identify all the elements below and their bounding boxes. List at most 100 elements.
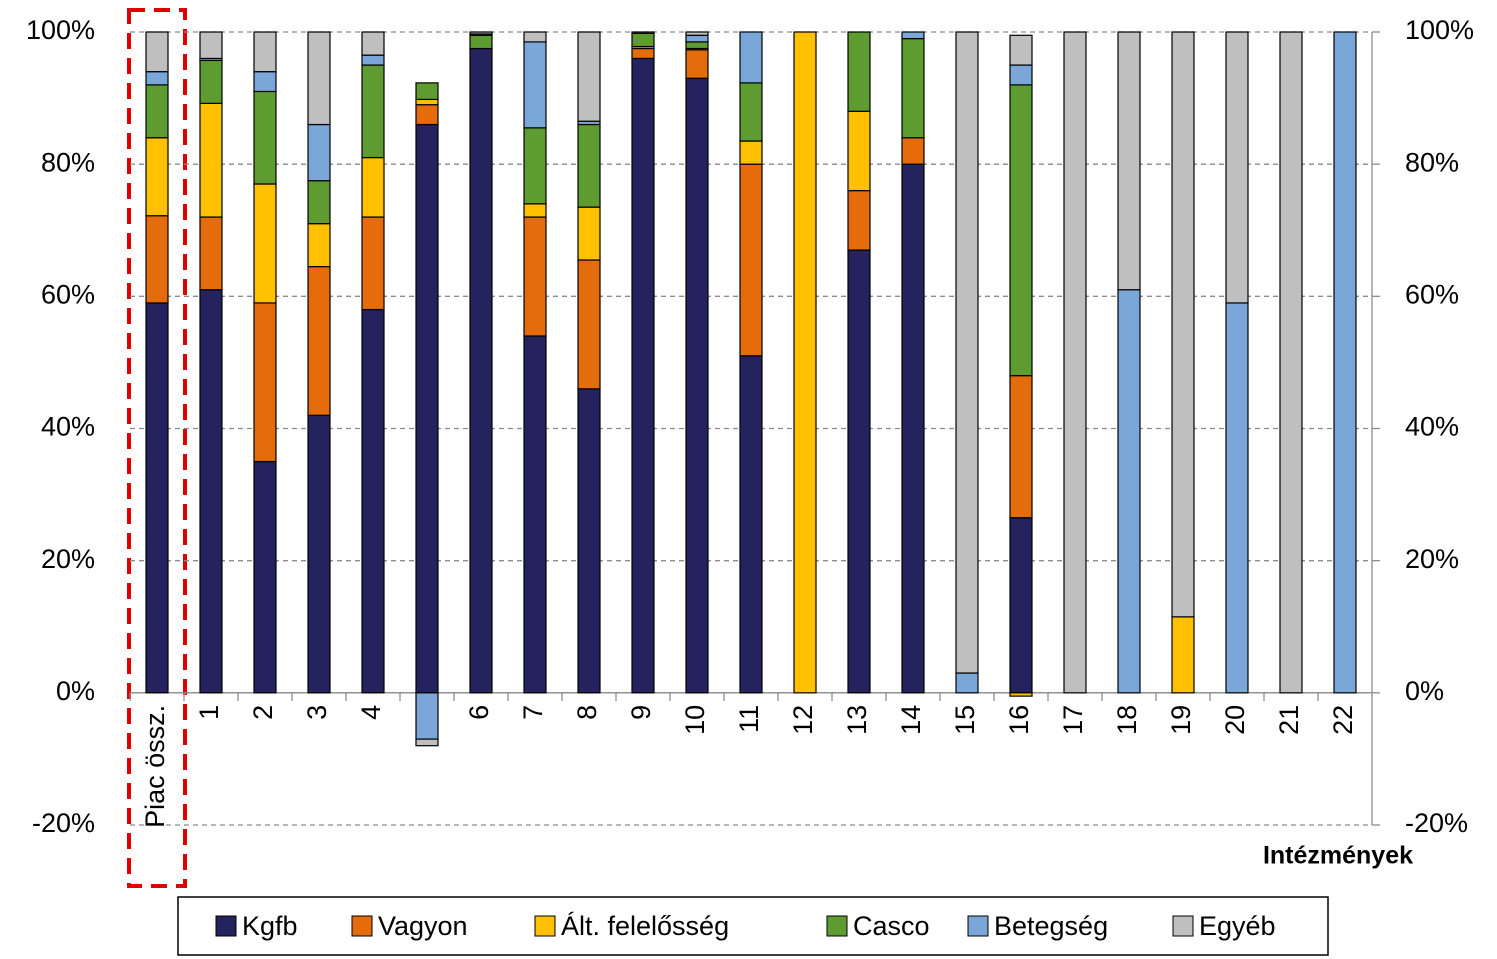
y2-tick-label: 0% <box>1405 676 1444 706</box>
x-tick-label: 7 <box>518 705 548 720</box>
x-tick-label: 8 <box>572 705 602 720</box>
bar-segment <box>847 190 871 251</box>
legend-label: Egyéb <box>1199 911 1276 941</box>
bar-segment <box>847 110 871 192</box>
bar-segment <box>631 57 655 694</box>
legend-label: Betegség <box>994 911 1108 941</box>
bar-segment <box>631 32 655 48</box>
bar-segment <box>361 308 385 694</box>
x-tick-label: 13 <box>842 705 872 735</box>
x-tick-label: 10 <box>680 705 710 735</box>
bar-segment <box>253 71 277 93</box>
bar-segment <box>739 31 763 84</box>
bar-segment <box>955 31 979 674</box>
bar-segment <box>253 31 277 73</box>
y-tick-label: -20% <box>32 808 95 838</box>
y-tick-label: 80% <box>41 147 95 177</box>
bar-segment <box>523 41 547 129</box>
bar-segment <box>361 54 385 66</box>
legend-label: Vagyon <box>378 911 468 941</box>
legend-swatch <box>351 915 373 937</box>
bar-segment <box>739 163 763 357</box>
bar-segment <box>145 71 169 86</box>
x-tick-label: 16 <box>1004 705 1034 735</box>
bar-segment <box>415 82 439 101</box>
bar-segment <box>307 265 331 416</box>
bar-segment <box>415 738 439 747</box>
bar-segment <box>361 31 385 56</box>
bar-segment <box>847 249 871 694</box>
x-tick-label: 14 <box>896 705 926 735</box>
y-tick-label: 20% <box>41 544 95 574</box>
bar-segment <box>253 460 277 694</box>
bar-segment <box>1333 31 1357 694</box>
bar-segment <box>523 127 547 205</box>
bar-segment <box>739 355 763 694</box>
bar-segment <box>307 31 331 126</box>
bar-segment <box>577 388 601 694</box>
bar-segment <box>739 82 763 142</box>
y2-tick-label: 80% <box>1405 147 1459 177</box>
bar-segment <box>145 137 169 217</box>
bar-segment <box>1009 375 1033 519</box>
legend <box>177 896 1329 956</box>
bar-segment <box>901 31 925 40</box>
bar-segment <box>1009 517 1033 694</box>
bar-segment <box>523 216 547 337</box>
x-tick-label: 15 <box>950 705 980 735</box>
bar-segment <box>361 156 385 218</box>
y-tick-label: 100% <box>26 15 95 45</box>
bar-segment <box>415 98 439 106</box>
x-tick-label: 22 <box>1328 705 1358 735</box>
y2-tick-label: 60% <box>1405 279 1459 309</box>
bar-segment <box>199 289 223 694</box>
bar-segment <box>847 31 871 112</box>
x-tick-label: 11 <box>734 705 764 733</box>
bar-segment <box>307 123 331 182</box>
bar-segment <box>145 215 169 304</box>
legend-swatch <box>534 915 556 937</box>
bar-segment <box>145 84 169 139</box>
x-tick-label: 19 <box>1166 705 1196 735</box>
bar-segment <box>1225 31 1249 304</box>
bar-segment <box>199 59 223 104</box>
bar-segment <box>955 672 979 694</box>
bar-segment <box>1063 31 1087 694</box>
bar-segment <box>901 38 925 139</box>
bar-segment <box>199 216 223 291</box>
bar-segment <box>1117 289 1141 694</box>
bar-segment <box>631 31 655 34</box>
bar-segment <box>901 137 925 165</box>
bar-segment <box>685 77 709 694</box>
bar-segment <box>1171 616 1195 694</box>
bar-segment <box>901 163 925 694</box>
bar-segment <box>307 180 331 225</box>
bar-segment <box>1279 31 1303 694</box>
bar-segment <box>577 31 601 122</box>
bar-segment <box>739 140 763 165</box>
bar-segment <box>415 104 439 126</box>
bar-segment <box>469 31 493 35</box>
y-tick-label: 0% <box>56 676 95 706</box>
x-tick-label: 17 <box>1058 705 1088 735</box>
bar-segment <box>253 183 277 304</box>
x-tick-label: 2 <box>248 705 278 720</box>
x-tick-label: 3 <box>302 705 332 720</box>
bar-segment <box>1117 31 1141 291</box>
bar-segment <box>631 47 655 60</box>
x-tick-label: 6 <box>464 705 494 720</box>
x-tick-label: 18 <box>1112 705 1142 735</box>
legend-label: Kgfb <box>242 911 298 941</box>
bar-segment <box>145 31 169 73</box>
bar-segment <box>469 34 493 50</box>
bar-segment <box>415 123 439 694</box>
highlight-box <box>127 8 187 888</box>
bar-segment <box>199 31 223 60</box>
bar-segment <box>415 692 439 740</box>
y2-tick-label: 40% <box>1405 412 1459 442</box>
bar-segment <box>253 302 277 463</box>
bar-segment <box>1009 692 1033 697</box>
x-tick-label: 4 <box>356 705 386 720</box>
bar-segment <box>307 414 331 694</box>
